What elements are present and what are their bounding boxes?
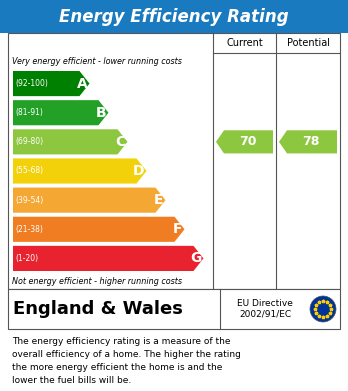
Text: England & Wales: England & Wales bbox=[13, 300, 183, 318]
Text: Potential: Potential bbox=[286, 38, 330, 48]
Text: Very energy efficient - lower running costs: Very energy efficient - lower running co… bbox=[12, 57, 182, 66]
Text: (1-20): (1-20) bbox=[15, 254, 38, 263]
Polygon shape bbox=[216, 130, 273, 153]
Polygon shape bbox=[13, 188, 166, 213]
Text: 78: 78 bbox=[302, 135, 320, 148]
Bar bbox=[8, 289, 340, 329]
Text: The energy efficiency rating is a measure of the
overall efficiency of a home. T: The energy efficiency rating is a measur… bbox=[12, 337, 241, 385]
Polygon shape bbox=[13, 158, 147, 183]
Text: B: B bbox=[96, 106, 106, 120]
Text: Energy Efficiency Rating: Energy Efficiency Rating bbox=[59, 7, 289, 25]
Text: (55-68): (55-68) bbox=[15, 167, 43, 176]
Text: F: F bbox=[173, 222, 182, 236]
Polygon shape bbox=[13, 246, 204, 271]
Text: G: G bbox=[190, 251, 201, 265]
Bar bbox=[0, 0, 348, 33]
Text: EU Directive
2002/91/EC: EU Directive 2002/91/EC bbox=[237, 299, 293, 319]
Text: (92-100): (92-100) bbox=[15, 79, 48, 88]
Text: (39-54): (39-54) bbox=[15, 196, 43, 204]
Polygon shape bbox=[13, 71, 89, 96]
Polygon shape bbox=[13, 129, 127, 154]
Polygon shape bbox=[279, 130, 337, 153]
Bar bbox=[8, 33, 340, 289]
Circle shape bbox=[310, 296, 336, 322]
Polygon shape bbox=[13, 217, 184, 242]
Text: E: E bbox=[154, 193, 164, 207]
Text: (21-38): (21-38) bbox=[15, 225, 43, 234]
Text: Not energy efficient - higher running costs: Not energy efficient - higher running co… bbox=[12, 276, 182, 285]
Text: A: A bbox=[77, 77, 87, 91]
Text: C: C bbox=[115, 135, 126, 149]
Polygon shape bbox=[13, 100, 109, 125]
Text: D: D bbox=[133, 164, 144, 178]
Text: Current: Current bbox=[226, 38, 263, 48]
Text: (81-91): (81-91) bbox=[15, 108, 43, 117]
Text: 70: 70 bbox=[239, 135, 256, 148]
Text: (69-80): (69-80) bbox=[15, 137, 43, 146]
